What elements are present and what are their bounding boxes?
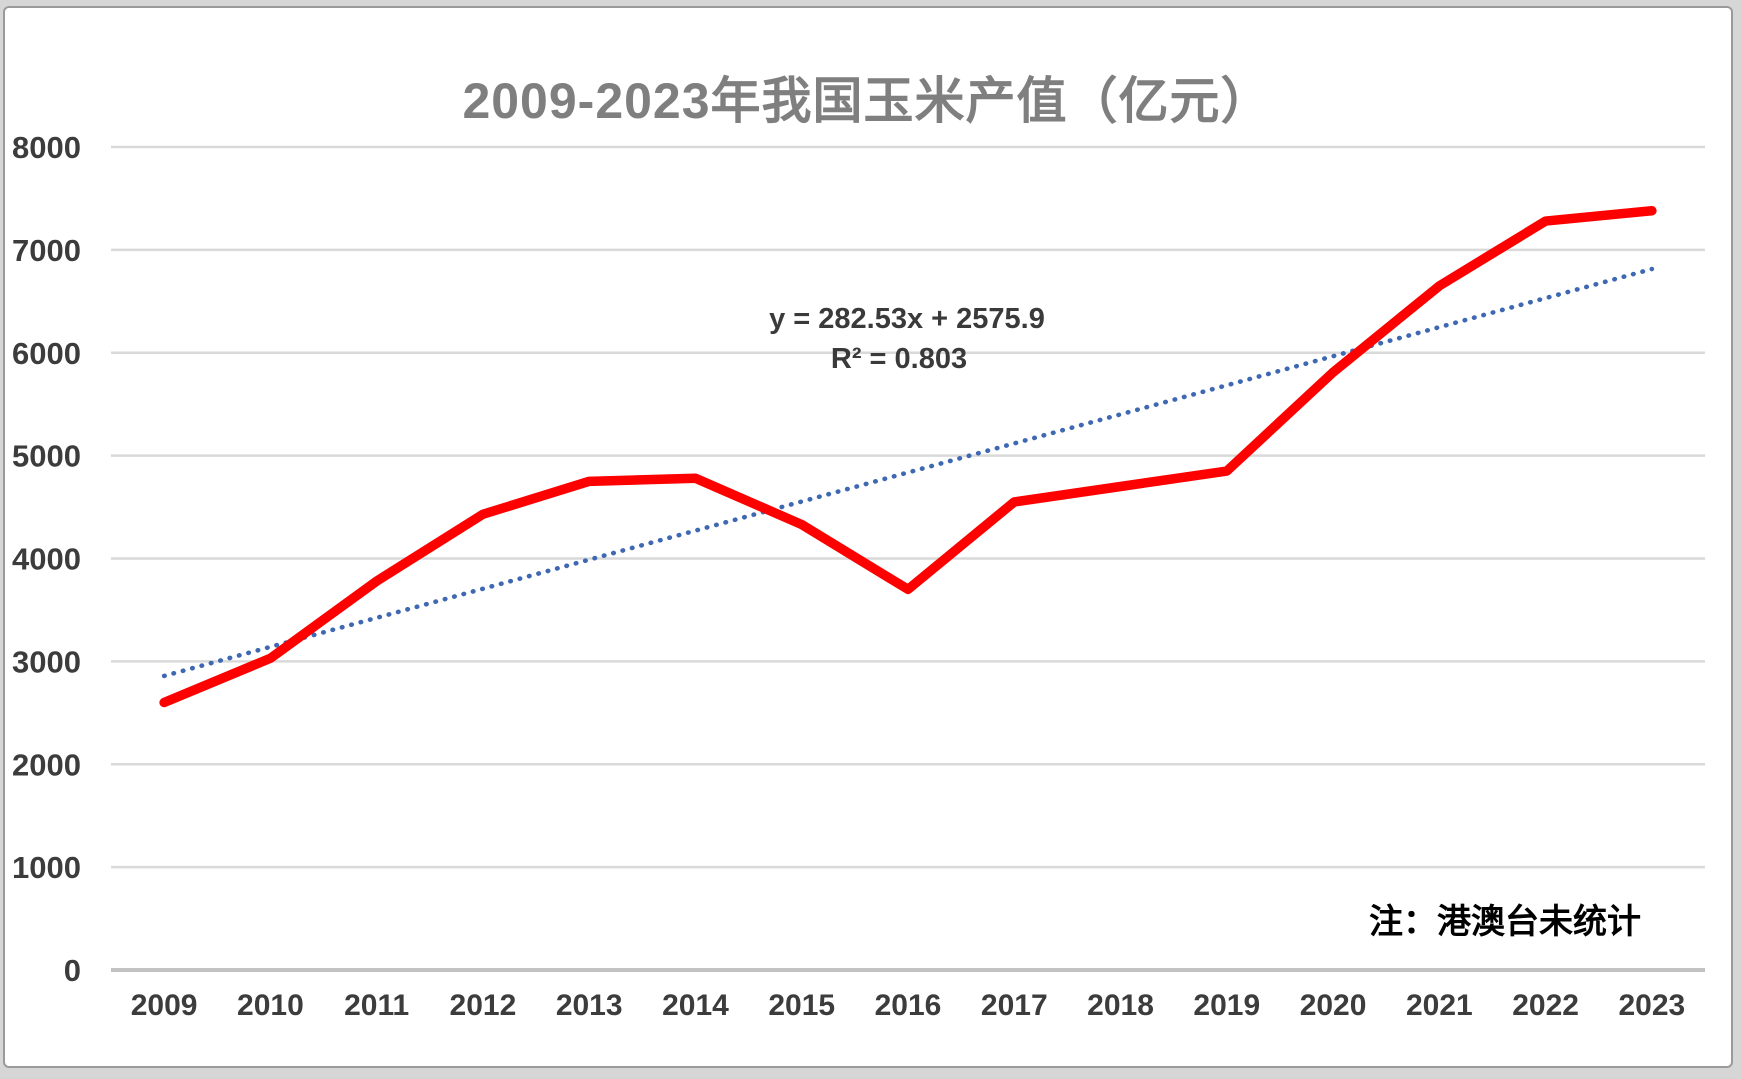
footnote: 注：港澳台未统计 [1369, 903, 1641, 941]
y-axis-tick-label: 1000 [12, 850, 81, 885]
y-axis-tick-labels: 0 1000 2000 3000 4000 5000 6000 7000 8000 [12, 130, 81, 988]
x-axis-tick-label: 2012 [450, 989, 517, 1022]
y-axis-tick-label: 2000 [12, 747, 81, 782]
x-axis-tick-labels: 2009 2010 2011 2012 2013 2014 2015 2016 2017 2018… [131, 989, 1685, 1022]
x-axis-tick-label: 2019 [1193, 989, 1260, 1022]
x-axis-tick-label: 2020 [1300, 989, 1367, 1022]
corn-value-line-chart: 2009-2023年我国玉米产值（亿元） y = 282.53x + 2575.… [12, 73, 1705, 1022]
trendline-r-squared-label: R² = 0.803 [831, 343, 967, 375]
y-axis-tick-label: 3000 [12, 644, 81, 679]
x-axis-tick-label: 2010 [237, 989, 304, 1022]
y-axis-tick-label: 4000 [12, 542, 81, 577]
series-layer [159, 206, 1657, 708]
corn-value-line [159, 206, 1657, 708]
chart-card: 2009-2023年我国玉米产值（亿元） y = 282.53x + 2575.… [3, 6, 1733, 1068]
gridline-layer [111, 145, 1705, 972]
x-axis-tick-label: 2021 [1406, 989, 1473, 1022]
y-axis-tick-label: 7000 [12, 233, 81, 268]
x-axis-tick-label: 2013 [556, 989, 623, 1022]
y-axis-tick-label: 8000 [12, 130, 81, 165]
chart-title: 2009-2023年我国玉米产值（亿元） [462, 73, 1271, 129]
x-axis-tick-label: 2015 [768, 989, 835, 1022]
x-axis-tick-label: 2018 [1087, 989, 1154, 1022]
x-axis-tick-label: 2014 [662, 989, 729, 1022]
trendline-equation-label: y = 282.53x + 2575.9 [769, 303, 1045, 335]
y-axis-tick-label: 0 [64, 953, 81, 988]
x-axis-tick-label: 2009 [131, 989, 198, 1022]
x-axis-tick-label: 2022 [1512, 989, 1579, 1022]
y-axis-tick-label: 5000 [12, 439, 81, 474]
y-axis-tick-label: 6000 [12, 336, 81, 371]
x-axis-tick-label: 2017 [981, 989, 1048, 1022]
x-axis-tick-label: 2023 [1618, 989, 1685, 1022]
x-axis-tick-label: 2011 [344, 989, 409, 1022]
x-axis-tick-label: 2016 [875, 989, 942, 1022]
